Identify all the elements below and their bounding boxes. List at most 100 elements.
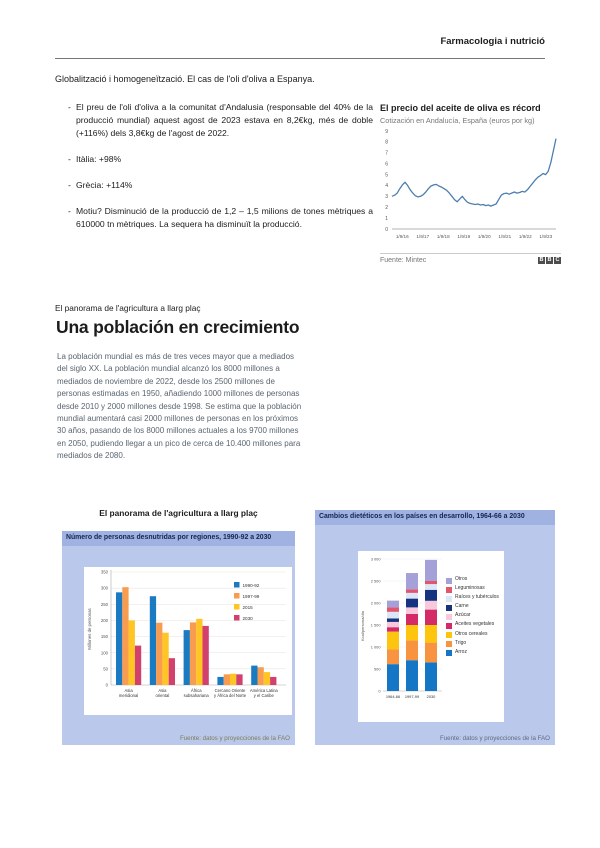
bar-2015 (162, 632, 169, 685)
x-tick-label: 1/9/16 (396, 234, 409, 239)
legend-swatch (234, 615, 240, 621)
y-tick-label: 1 500 (371, 623, 382, 628)
category-label: Asia oriental (156, 688, 170, 698)
bar-2015 (196, 618, 203, 685)
olive-oil-price-chart: El precio del aceite de oliva es récord … (380, 103, 561, 264)
x-tick-label: 1/9/21 (498, 234, 511, 239)
y-axis-title: Millones de personas (87, 607, 92, 649)
bar-2015 (263, 672, 271, 685)
bullet-text: El preu de l'oli d'oliva a la comunitat … (76, 102, 373, 138)
y-tick-label: 3 000 (371, 557, 382, 562)
stack-segment-Trigo (406, 640, 418, 661)
y-tick-label: 0 (378, 689, 381, 694)
stack-segment-Aceites vegetales (387, 627, 399, 632)
header-divider (55, 58, 545, 59)
legend-item: Raíces y tubérculos (446, 595, 504, 602)
legend-label: 2030 (243, 616, 254, 621)
bar-2030 (270, 676, 277, 685)
grouped-bar-chart-canvas: 0 50 100 150 200 250 300 350 Asia meridional Asia o… (87, 570, 286, 698)
chart-source-row: Fuente: Mintec B B C (380, 252, 561, 264)
intro-title: Globalització i homogeneïtzació. El cas … (55, 74, 315, 84)
y-tick-label: 9 (385, 128, 388, 134)
legend-item: Arroz (446, 649, 504, 657)
legend-swatch (446, 632, 452, 639)
bullet-dash: - (68, 180, 71, 190)
y-tick-label: 0 (385, 226, 388, 232)
panel-title: Cambios dietéticos en los países en desa… (315, 510, 555, 526)
bar-1990-92 (251, 665, 258, 685)
stack-segment-Otros (387, 600, 399, 608)
legend-label: Raíces y tubérculos (455, 594, 499, 601)
stacked-chart-plot-area: 0 500 1 000 1 500 2 000 2 500 3 000 1964-66 1997… (358, 551, 504, 722)
category-label: 1997-99 (405, 694, 419, 699)
y-tick-label: 4 (385, 183, 388, 189)
legend-swatch (446, 650, 452, 657)
y-tick-label: 200 (101, 618, 109, 623)
stack-segment-Carne (425, 589, 437, 601)
bullet-text: Itàlia: +98% (76, 154, 122, 164)
x-tick-label: 1/9/23 (539, 234, 552, 239)
bullet-dash: - (68, 206, 71, 216)
category-label: Cercano Oriente y África del Norte (214, 688, 247, 698)
chart-source: Fuente: Mintec (380, 256, 427, 264)
bar-1990-92 (116, 592, 123, 685)
legend-swatch (446, 604, 452, 611)
stack-segment-Leguminosas (425, 581, 437, 585)
category-label: África subsahariana (184, 688, 210, 698)
bullet-text: Grècia: +114% (76, 180, 133, 190)
page-header-title: Farmacologia i nutrició (440, 36, 545, 47)
x-tick-label: 1/9/20 (478, 234, 491, 239)
article-paragraph: La población mundial es más de tres vece… (57, 352, 302, 461)
y-tick-label: 1 000 (371, 645, 382, 650)
undernourished-chart-panel: Número de personas desnutridas por regio… (62, 531, 295, 745)
category-label: 1964-66 (386, 694, 400, 699)
panel-source: Fuente: datos y proyecciones de la FAO (179, 735, 290, 742)
bbc-logo-letter: B (546, 256, 553, 264)
legend-item: Carne (446, 604, 504, 611)
stack-segment-Raíces y tubérculos (387, 611, 399, 619)
legend-swatch (234, 604, 240, 610)
legend-swatch (234, 582, 240, 588)
bullet-dash: - (68, 154, 71, 164)
bullet-dash: - (68, 102, 71, 112)
bar-2015 (128, 620, 135, 685)
y-tick-label: 1 (385, 215, 388, 221)
stacked-chart-legend: Otros Leguminosas Raíces y tubérculos Carne… (446, 551, 504, 722)
list-item: - Motiu? Disminució de la producció de 1… (55, 205, 373, 231)
stack-segment-Otros cereales (387, 631, 399, 650)
stack-segment-Azúcar (387, 621, 399, 628)
y-tick-label: 0 (106, 683, 109, 688)
legend-label: Aceites vegetales (455, 621, 495, 628)
y-tick-label: 5 (385, 172, 388, 178)
bar-2015 (230, 673, 237, 685)
legend-item: Leguminosas (446, 585, 504, 593)
category-label: América Latina y el Caribe (250, 688, 279, 698)
legend-label: 2015 (243, 605, 254, 610)
stack-segment-Arroz (406, 660, 418, 691)
article-heading: Una población en crecimiento (56, 317, 300, 337)
line-chart-canvas: 0 1 2 3 4 5 6 7 8 9 1/9/16 1/9/17 1/9/18 1/9/19 1/9/20… (385, 128, 557, 239)
chart-subtitle: Cotización en Andalucía, España (euros p… (380, 115, 535, 125)
panel-source: Fuente: datos y proyecciones de la FAO (439, 735, 550, 742)
y-tick-label: 2 (385, 205, 388, 211)
legend-item: Azúcar (446, 613, 504, 620)
y-tick-label: 2 500 (371, 579, 382, 584)
legend-label: Otros (455, 576, 468, 582)
legend-label: Otros cereales (455, 630, 488, 637)
stack-segment-Azúcar (406, 607, 418, 614)
y-tick-label: 7 (385, 150, 388, 156)
stack-segment-Aceites vegetales (406, 614, 418, 625)
y-tick-label: 100 (101, 650, 109, 655)
legend-swatch (234, 593, 240, 599)
bar-1997-99 (223, 674, 230, 685)
bbc-logo-icon: B B C (538, 256, 561, 264)
list-item: - Grècia: +114% (55, 179, 373, 192)
stack-segment-Azúcar (425, 600, 437, 610)
bar-1997-99 (257, 667, 264, 685)
y-tick-label: 6 (385, 161, 388, 167)
legend-swatch (446, 622, 452, 629)
stack-segment-Otros cereales (406, 625, 418, 641)
price-line-series (391, 137, 557, 207)
legend-swatch (446, 586, 452, 593)
